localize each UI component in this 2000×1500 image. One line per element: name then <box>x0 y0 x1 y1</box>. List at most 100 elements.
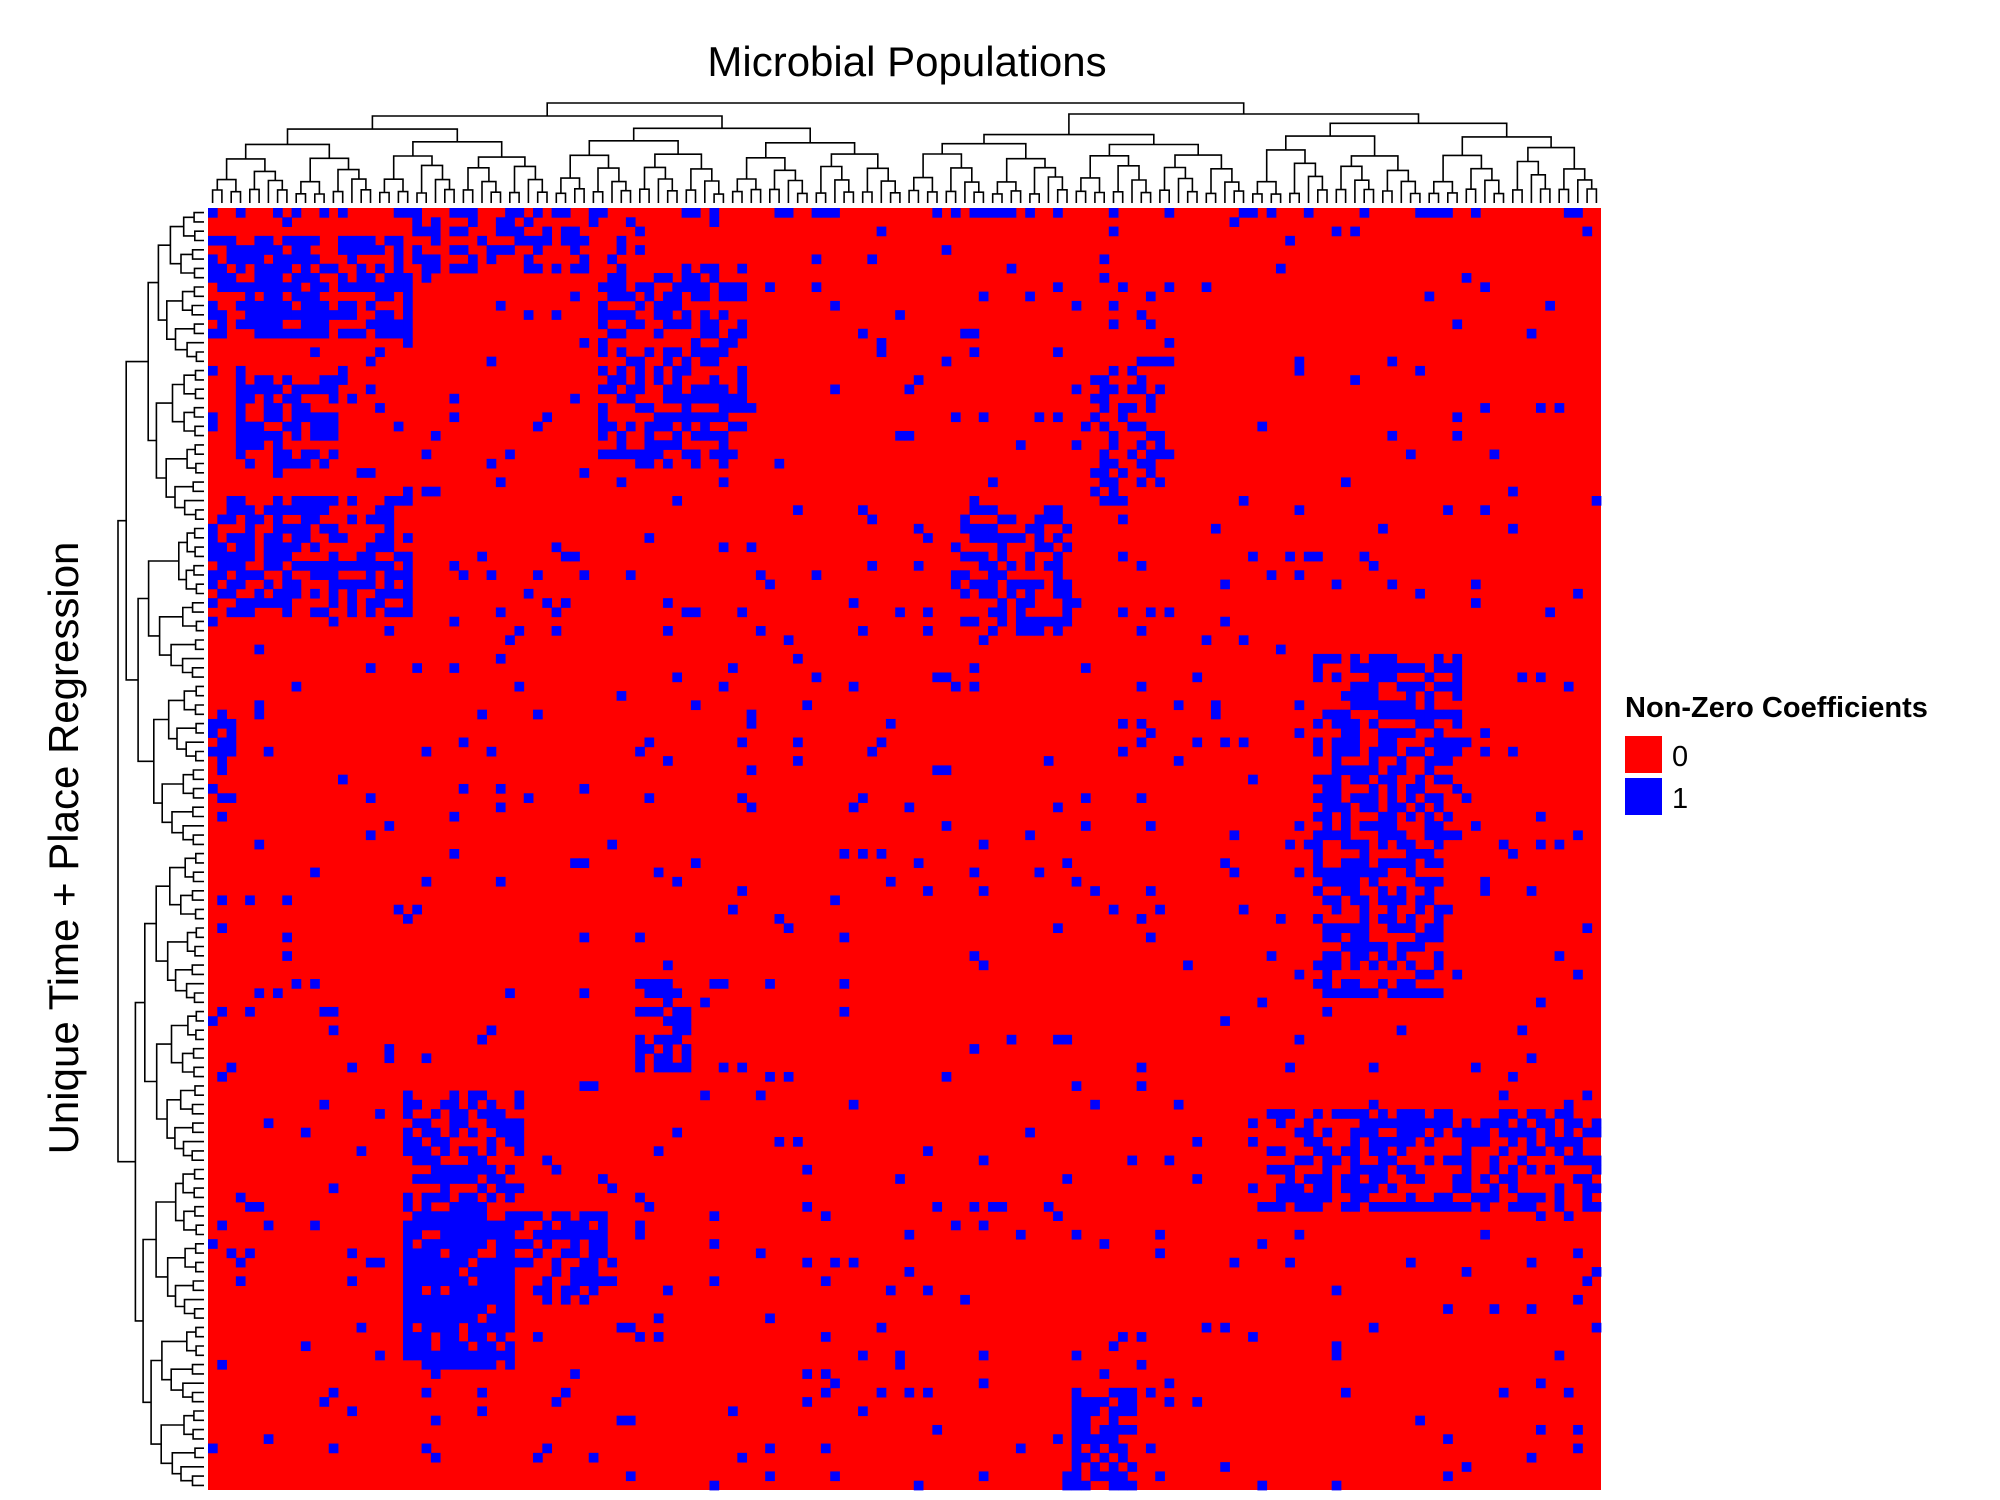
heatmap-cell <box>1164 1397 1175 1407</box>
heatmap-cell <box>616 235 627 246</box>
heatmap-cell <box>403 1267 413 1277</box>
heatmap-cell <box>430 1267 441 1277</box>
heatmap-cell <box>1415 1127 1425 1138</box>
heatmap-cell <box>941 821 952 831</box>
legend-swatch-0 <box>1625 736 1662 773</box>
heatmap-cell <box>254 375 265 385</box>
heatmap-cell <box>1563 1118 1574 1129</box>
heatmap-cell <box>876 737 887 748</box>
dendrogram-branch <box>787 179 804 203</box>
heatmap-cell <box>1378 867 1388 878</box>
heatmap-cell <box>421 746 432 757</box>
heatmap-cell <box>1266 1164 1277 1175</box>
heatmap-cell <box>625 421 636 432</box>
heatmap-cell <box>505 1285 515 1296</box>
dendrogram-branch <box>186 341 204 358</box>
heatmap-cell <box>607 273 618 283</box>
dendrogram-branch <box>174 968 193 992</box>
heatmap-cell <box>1573 1294 1583 1305</box>
heatmap-cell <box>1210 709 1221 720</box>
heatmap-cell <box>1062 1034 1073 1045</box>
heatmap-cell <box>1340 1183 1351 1194</box>
heatmap-cell <box>310 979 320 989</box>
heatmap-cell <box>217 709 227 720</box>
heatmap-cell <box>1136 718 1147 729</box>
heatmap-cell <box>273 291 283 302</box>
heatmap-cell <box>1108 1387 1119 1398</box>
heatmap-cell <box>1443 1202 1453 1212</box>
heatmap-cell <box>635 1062 645 1073</box>
heatmap-cell <box>254 282 265 293</box>
heatmap-cell <box>978 960 989 971</box>
heatmap-cell <box>421 1387 432 1398</box>
heatmap-cell <box>1118 1452 1128 1463</box>
heatmap-cell <box>384 588 395 599</box>
heatmap-cell <box>728 338 738 348</box>
heatmap-cell <box>217 811 227 822</box>
heatmap-cell <box>328 1443 339 1454</box>
heatmap-cell <box>1108 904 1119 915</box>
dendrogram-branch <box>1400 180 1417 203</box>
heatmap-cell <box>876 1387 887 1398</box>
heatmap-cell <box>1368 1164 1379 1175</box>
heatmap-cell <box>365 245 376 255</box>
heatmap-cell <box>1043 514 1054 525</box>
heatmap-cell <box>468 1202 478 1212</box>
heatmap-cell <box>1145 319 1156 330</box>
heatmap-cell <box>273 588 283 599</box>
heatmap-cell <box>1443 1109 1453 1119</box>
dendrogram-branch <box>764 142 856 158</box>
heatmap-cell <box>690 700 701 711</box>
dendrogram-branch <box>1512 189 1523 203</box>
heatmap-cell <box>356 263 367 274</box>
heatmap-cell <box>291 533 302 543</box>
heatmap-cell <box>1108 1462 1119 1472</box>
heatmap-cell <box>347 310 357 320</box>
heatmap-cell <box>1405 867 1416 878</box>
dendrogram-branch <box>1233 190 1245 203</box>
dendrogram-branch <box>1329 122 1508 137</box>
heatmap-cell <box>338 579 348 590</box>
heatmap-cell <box>356 282 367 293</box>
heatmap-cell <box>663 598 673 608</box>
heatmap-cell <box>1331 988 1342 999</box>
heatmap-cell <box>217 718 227 729</box>
dendrogram-branch <box>745 157 786 179</box>
heatmap-cell <box>430 1304 441 1314</box>
heatmap-cell <box>969 523 980 534</box>
heatmap-cell <box>1331 1109 1342 1119</box>
heatmap-cell <box>625 449 636 460</box>
dendrogram-branch <box>195 351 204 363</box>
heatmap-cell <box>1340 1109 1351 1119</box>
heatmap-cell <box>1099 1397 1110 1407</box>
heatmap-cell <box>932 672 943 683</box>
legend: Non-Zero Coefficients 0 1 <box>1625 692 1928 815</box>
heatmap-cell <box>1313 858 1323 868</box>
heatmap-cell <box>1470 1062 1481 1073</box>
heatmap-cell <box>495 1239 506 1249</box>
heatmap-cell <box>1378 1109 1388 1119</box>
heatmap-cell <box>923 626 933 636</box>
heatmap-cell <box>542 412 553 423</box>
heatmap-cell <box>1591 1155 1602 1166</box>
heatmap-cell <box>950 579 961 590</box>
heatmap-cell <box>1526 1053 1537 1064</box>
heatmap-cell <box>421 1239 432 1249</box>
heatmap-cell <box>978 208 989 218</box>
heatmap-cell <box>1136 458 1147 469</box>
heatmap-cell <box>495 802 506 813</box>
heatmap-cell <box>737 263 748 274</box>
heatmap-cell <box>505 1313 515 1324</box>
heatmap-cell <box>1294 1034 1305 1045</box>
heatmap-cell <box>598 319 608 330</box>
heatmap-cell <box>1396 941 1407 952</box>
heatmap-cell <box>291 561 302 571</box>
heatmap-cell <box>1359 1109 1370 1119</box>
heatmap-cell <box>1155 356 1165 367</box>
heatmap-cell <box>486 1350 497 1361</box>
heatmap-cell <box>505 635 515 646</box>
dendrogram-branch <box>195 750 204 762</box>
heatmap-cell <box>1368 867 1379 878</box>
heatmap-cell <box>1322 867 1333 878</box>
heatmap-cell <box>1498 1127 1509 1138</box>
